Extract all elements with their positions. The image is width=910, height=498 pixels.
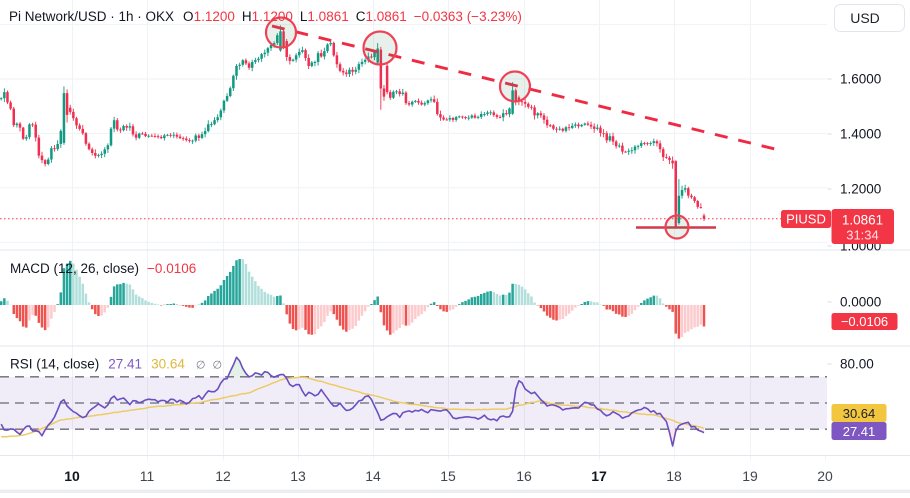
- svg-text:20: 20: [817, 468, 833, 484]
- svg-text:31:34: 31:34: [846, 227, 879, 242]
- svg-text:80.00: 80.00: [840, 357, 874, 372]
- svg-text:17: 17: [591, 468, 607, 484]
- svg-text:10: 10: [64, 468, 80, 484]
- svg-text:1.0861: 1.0861: [842, 212, 883, 227]
- svg-text:1.6000: 1.6000: [840, 72, 881, 87]
- svg-text:MACD (12, 26, close)−0.0106: MACD (12, 26, close) −0.0106: [10, 261, 196, 276]
- svg-text:14: 14: [365, 468, 381, 484]
- svg-text:1.4000: 1.4000: [840, 127, 881, 142]
- svg-text:16: 16: [516, 468, 532, 484]
- svg-text:−0.0106: −0.0106: [841, 314, 888, 329]
- svg-text:18: 18: [666, 468, 682, 484]
- svg-text:PIUSD: PIUSD: [786, 212, 826, 227]
- svg-text:19: 19: [742, 468, 758, 484]
- svg-text:30.64: 30.64: [843, 406, 876, 421]
- svg-text:27.41: 27.41: [843, 424, 876, 439]
- svg-text:0.0000: 0.0000: [840, 295, 881, 310]
- svg-text:11: 11: [140, 468, 155, 484]
- svg-text:15: 15: [440, 468, 456, 484]
- svg-text:12: 12: [215, 468, 231, 484]
- svg-text:1.2000: 1.2000: [840, 182, 881, 197]
- svg-text:13: 13: [290, 468, 306, 484]
- svg-text:USD: USD: [850, 10, 880, 26]
